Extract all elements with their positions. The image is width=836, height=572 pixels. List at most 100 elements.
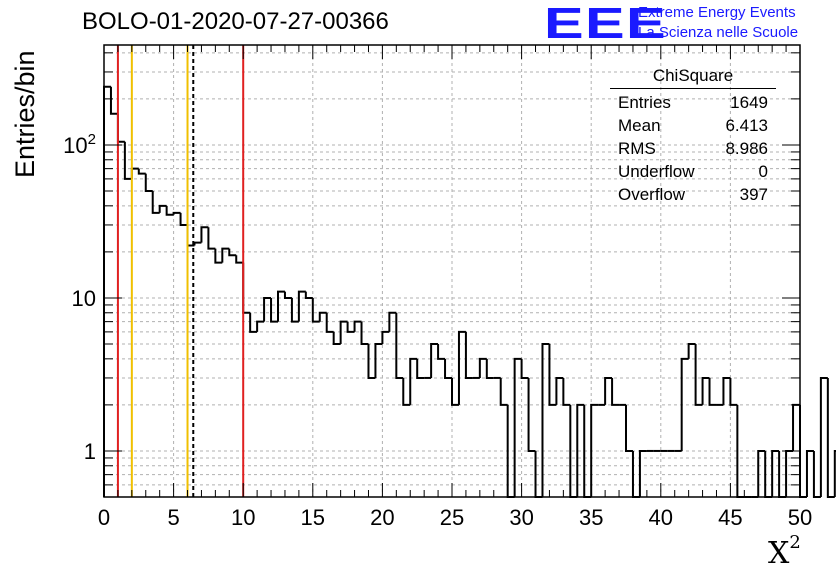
histogram-bin — [457, 330, 466, 405]
axis-tick-labels: 0 5 10 15 20 25 30 35 40 45 50 1 10 102 — [63, 131, 812, 530]
histogram-bin — [381, 330, 390, 344]
x-tick-label: 50 — [788, 505, 812, 530]
histogram-bin — [694, 344, 703, 406]
stats-row: Overflow 397 — [610, 183, 776, 206]
histogram-bin — [235, 255, 244, 264]
x-tick-label: 25 — [440, 505, 464, 530]
histogram-bin — [799, 404, 807, 498]
eee-logo: EEE — [544, 0, 667, 48]
axis-ticks — [103, 45, 801, 497]
histogram-bin — [123, 141, 132, 180]
histogram-bin — [137, 168, 146, 175]
histogram-bin — [103, 85, 111, 497]
histogram-bin — [249, 312, 258, 333]
stats-label: Entries — [618, 93, 671, 112]
histogram-bin — [144, 173, 153, 192]
histogram-bin — [604, 376, 613, 405]
histogram-bin — [611, 377, 620, 406]
grid — [104, 45, 800, 497]
histogram-bin — [687, 343, 696, 359]
stats-title: ChiSquare — [610, 66, 776, 89]
histogram-bin — [165, 205, 174, 216]
x-tick-label: 30 — [509, 505, 533, 530]
histogram-bin — [527, 377, 536, 452]
histogram-bin — [311, 297, 320, 323]
histogram-bin — [277, 290, 285, 322]
histogram-bin — [812, 450, 821, 498]
histogram-bin — [283, 291, 292, 299]
histogram-bin — [548, 344, 557, 406]
histogram-bin — [638, 449, 647, 497]
histogram-bin — [409, 357, 418, 405]
histogram-bin — [304, 291, 313, 299]
histogram-bin — [151, 190, 160, 214]
logo-line-2: La Scienza nelle Scuole — [638, 24, 799, 41]
stats-label: RMS — [618, 139, 656, 158]
histogram-bin — [214, 248, 223, 264]
histogram-bin — [485, 358, 494, 379]
histogram-bin — [708, 377, 717, 406]
stats-label: Mean — [618, 116, 661, 135]
histogram-bin — [722, 376, 731, 405]
histogram-bin — [200, 226, 209, 243]
histogram-bin — [520, 358, 529, 379]
histogram-bin — [193, 241, 202, 246]
logo-line-1: Extreme Energy Events — [638, 4, 796, 21]
x-axis-label: X2 — [768, 532, 801, 571]
histogram-bin — [478, 357, 487, 378]
stats-value: 8.986 — [725, 139, 768, 158]
histogram-bin — [625, 404, 633, 452]
stats-value: 397 — [739, 185, 768, 204]
histogram-bin — [353, 320, 362, 332]
histogram-bin — [346, 321, 355, 333]
histogram-bin — [332, 331, 341, 345]
x-tick-label: 10 — [231, 505, 255, 530]
stats-row: RMS 8.986 — [610, 137, 776, 160]
histogram-bin — [590, 403, 599, 497]
x-tick-label: 20 — [370, 505, 394, 530]
histogram-bin — [388, 311, 397, 332]
histogram-bin — [207, 227, 216, 250]
stats-row: Mean 6.413 — [610, 114, 776, 137]
histogram-bin — [325, 312, 334, 333]
histogram-bin — [374, 343, 383, 378]
histogram-bin — [179, 212, 188, 226]
stats-label: Underflow — [618, 162, 695, 181]
histogram-bin — [297, 290, 306, 322]
x-tick-label: 5 — [167, 505, 179, 530]
histogram-bin — [130, 167, 139, 179]
histogram-bin — [555, 376, 564, 405]
histogram-bin — [402, 377, 411, 406]
stats-value: 6.413 — [725, 116, 768, 135]
stats-value: 1649 — [730, 93, 768, 112]
stats-row: Entries 1649 — [610, 91, 776, 114]
histogram-bin — [221, 247, 230, 263]
x-tick-label: 40 — [649, 505, 673, 530]
stats-row: Underflow 0 — [610, 160, 776, 183]
histogram-bin — [437, 344, 446, 360]
y-tick-label: 102 — [63, 131, 96, 158]
histogram-bin — [451, 377, 459, 406]
histogram-bin — [270, 297, 278, 323]
histogram-bin — [116, 113, 125, 143]
x-tick-label: 35 — [579, 505, 603, 530]
histogram-bin — [172, 211, 181, 215]
reference-lines — [116, 45, 245, 497]
x-tick-label: 0 — [98, 505, 110, 530]
histogram-bin — [826, 377, 835, 498]
histogram-bin — [228, 248, 237, 257]
stats-value: 0 — [758, 162, 768, 181]
stats-label: Overflow — [618, 185, 686, 204]
histogram-bin — [819, 376, 828, 497]
histogram-bin — [576, 403, 585, 497]
histogram-bin — [256, 320, 265, 332]
histogram-bin — [367, 344, 376, 379]
histogram-bin — [771, 449, 780, 497]
histogram-bin — [792, 403, 800, 451]
histogram-bin — [395, 312, 404, 379]
histogram-bin — [680, 357, 689, 451]
histogram-bin — [339, 320, 348, 344]
stats-box: ChiSquare Entries 1649 Mean 6.413 RMS 8.986 Un… — [610, 66, 776, 206]
histogram-bin — [416, 358, 425, 379]
histogram-bin — [263, 296, 272, 322]
